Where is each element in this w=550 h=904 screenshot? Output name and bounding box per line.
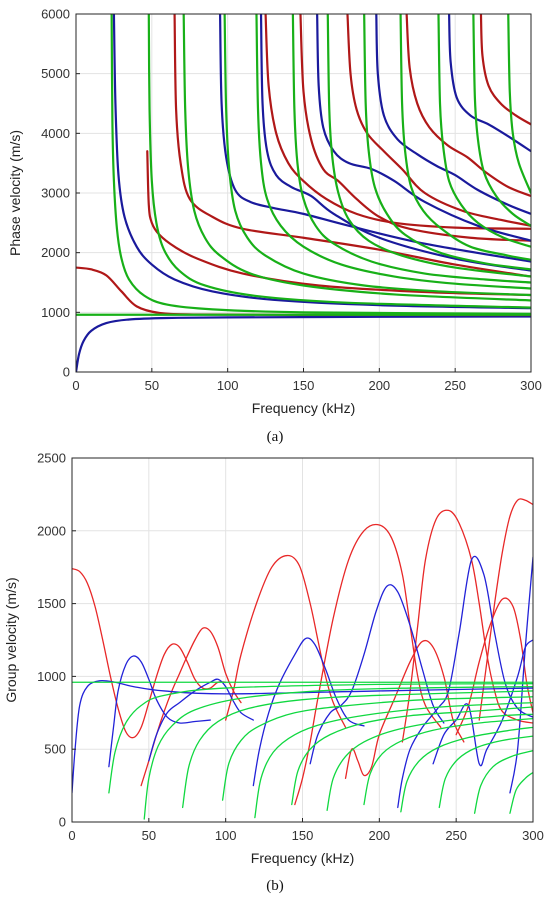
x-tick-label: 50 <box>145 378 159 393</box>
series-line-blue-0 <box>76 315 531 372</box>
series-line-red-18 <box>346 14 531 227</box>
series-line-red-5 <box>146 150 531 297</box>
y-tick-label: 0 <box>63 365 70 380</box>
series-line-green-20 <box>221 696 533 801</box>
series-line-green-28 <box>509 771 533 814</box>
series-group <box>72 498 533 820</box>
series-line-blue-4 <box>112 14 531 310</box>
series-line-green-24 <box>363 717 533 806</box>
x-tick-label: 150 <box>292 828 314 843</box>
x-axis-label: Frequency (kHz) <box>252 400 355 416</box>
series-group <box>76 14 531 372</box>
series-line-green-19 <box>363 14 531 271</box>
phase-velocity-chart: 0 50 100 150 200 250 3000100020003000400050006… <box>7 7 542 417</box>
series-line-green-21 <box>399 14 531 261</box>
series-line-red-7 <box>173 14 531 278</box>
x-tick-label: 250 <box>445 828 467 843</box>
series-line-green-23 <box>437 14 531 248</box>
y-tick-label: 5000 <box>41 66 70 81</box>
x-tick-label: 50 <box>142 828 156 843</box>
series-line-green-10 <box>223 14 531 297</box>
x-axis-label: Frequency (kHz) <box>251 850 354 866</box>
y-axis-label: Group velocity (m/s) <box>3 577 19 702</box>
y-tick-label: 1000 <box>37 669 66 684</box>
series-line-blue-24 <box>448 14 531 153</box>
x-tick-label: 0 <box>68 828 75 843</box>
series-line-green-17 <box>326 14 531 278</box>
series-line-blue-9 <box>218 14 531 263</box>
series-line-red-22 <box>405 14 531 198</box>
x-tick-label: 300 <box>520 378 542 393</box>
y-tick-label: 0 <box>59 815 66 830</box>
series-line-red-15 <box>299 14 531 242</box>
group-velocity-chart: 0 50 100 150 200 250 300 0 500 1000 1500 2000 2500 Fr… <box>3 452 544 866</box>
series-line-green-27 <box>507 14 531 195</box>
y-tick-label: 4000 <box>41 126 70 141</box>
x-tick-label: 100 <box>217 378 239 393</box>
series-line-blue-16 <box>316 14 531 242</box>
y-tick-label: 3000 <box>41 186 70 201</box>
series-line-red-13 <box>264 14 531 230</box>
x-tick-label: 300 <box>522 828 544 843</box>
series-line-green-17 <box>108 683 533 794</box>
y-tick-label: 2000 <box>41 245 70 260</box>
series-line-green-23 <box>326 713 533 811</box>
series-line-green-26 <box>438 735 533 809</box>
x-tick-label: 100 <box>215 828 237 843</box>
series-line-blue-20 <box>375 14 531 215</box>
phase-velocity-panel: 0 50 100 150 200 250 300 0 1000 2000 3000 4000 5000 6… <box>7 7 542 446</box>
series-line-red-4 <box>344 639 465 779</box>
y-tick-label: 1500 <box>37 596 66 611</box>
panel-a-caption: (a) <box>266 429 284 445</box>
series-line-green-25 <box>472 14 531 227</box>
series-line-blue-12 <box>309 584 445 765</box>
series-line-red-6 <box>455 597 533 736</box>
panel-b-caption: (b) <box>266 878 284 894</box>
series-line-green-11 <box>255 14 531 290</box>
series-line-red-0 <box>72 568 227 739</box>
group-velocity-panel: 0 50 100 150 200 250 300 0 500 1000 1500 2000 2500 Fr… <box>0 452 550 904</box>
y-axis-label: Phase velocity (m/s) <box>7 130 23 256</box>
series-line-green-18 <box>143 685 533 820</box>
x-tick-label: 200 <box>368 378 390 393</box>
x-tick-label: 250 <box>444 378 466 393</box>
x-tick-label: 150 <box>293 378 315 393</box>
y-tick-label: 1000 <box>41 305 70 320</box>
series-line-blue-9 <box>108 655 211 768</box>
series-line-blue-8 <box>72 679 533 794</box>
y-tick-label: 2000 <box>37 523 66 538</box>
series-line-green-14 <box>291 14 531 284</box>
series-line-red-3 <box>294 523 442 806</box>
series-line-red-26 <box>479 14 531 126</box>
x-tick-label: 0 <box>72 378 79 393</box>
series-line-green-21 <box>254 701 533 819</box>
x-tick-label: 200 <box>368 828 390 843</box>
series-line-green-25 <box>400 726 533 813</box>
series-line-green-19 <box>181 690 533 809</box>
series-line-red-7 <box>478 498 533 721</box>
series-line-red-2 <box>225 554 347 729</box>
series-line-green-22 <box>291 706 533 806</box>
series-line-green-27 <box>473 750 533 814</box>
series-line-green-8 <box>182 14 531 302</box>
y-tick-label: 500 <box>44 742 66 757</box>
series-line-green-6 <box>147 14 531 309</box>
series-line-green-3 <box>110 14 531 315</box>
y-tick-label: 2500 <box>37 452 66 466</box>
y-tick-label: 6000 <box>41 7 70 22</box>
